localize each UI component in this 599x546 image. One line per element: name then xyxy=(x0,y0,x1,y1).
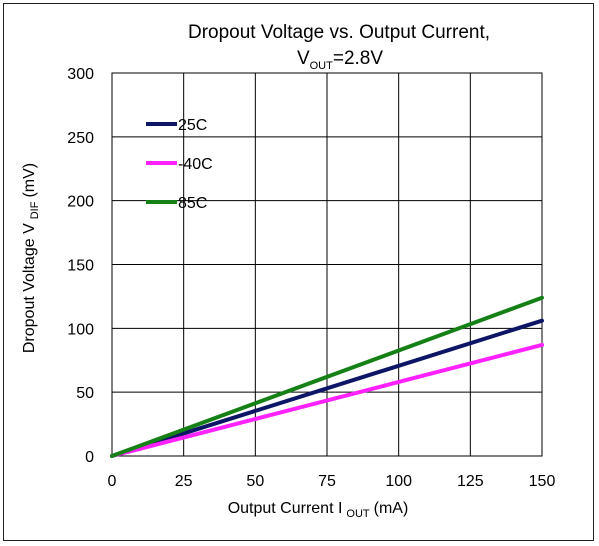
y-axis-label-suffix: (mV) xyxy=(21,163,38,198)
x-tick-label: 75 xyxy=(318,473,336,490)
y-tick-label: 200 xyxy=(67,194,94,211)
subtitle-suffix: =2.8V xyxy=(333,48,384,69)
x-tick-label: 50 xyxy=(246,473,264,490)
y-axis-label-subscript: DIF xyxy=(29,201,41,219)
x-axis-label: Output Current I OUT (mA) xyxy=(228,500,409,520)
gridlines xyxy=(112,73,542,456)
y-tick-label: 100 xyxy=(67,321,94,338)
subtitle-subscript: OUT xyxy=(310,60,334,72)
y-axis-label-main: Dropout Voltage V xyxy=(21,223,38,353)
series-lines xyxy=(110,295,544,458)
legend-label: -40C xyxy=(178,156,213,173)
series-line xyxy=(110,318,544,458)
series-line xyxy=(110,342,544,458)
x-tick-label: 125 xyxy=(457,473,484,490)
x-axis-label-suffix: (mA) xyxy=(374,500,409,517)
x-axis-label-main: Output Current I xyxy=(228,500,343,517)
y-tick-label: 0 xyxy=(85,449,94,466)
x-axis-label-subscript: OUT xyxy=(346,508,370,520)
x-tick-labels: 0 25 50 75 100 125 150 xyxy=(108,473,556,490)
y-tick-label: 250 xyxy=(67,130,94,147)
y-tick-label: 50 xyxy=(76,385,94,402)
x-tick-label: 25 xyxy=(175,473,193,490)
series-line xyxy=(110,295,544,458)
chart-subtitle: VOUT=2.8V xyxy=(297,48,383,72)
legend-label: 85C xyxy=(178,195,207,212)
legend: 25C -40C 85C xyxy=(146,117,213,212)
chart-title: Dropout Voltage vs. Output Current, xyxy=(188,22,490,43)
y-axis-label: Dropout Voltage V DIF (mV) xyxy=(21,163,41,353)
y-tick-label: 150 xyxy=(67,258,94,275)
y-tick-labels: 0 50 100 150 200 250 300 xyxy=(67,66,94,466)
legend-label: 25C xyxy=(178,117,207,134)
x-tick-label: 100 xyxy=(385,473,412,490)
y-tick-label: 300 xyxy=(67,66,94,83)
subtitle-prefix: V xyxy=(297,48,310,69)
x-tick-label: 150 xyxy=(529,473,556,490)
x-tick-label: 0 xyxy=(108,473,117,490)
